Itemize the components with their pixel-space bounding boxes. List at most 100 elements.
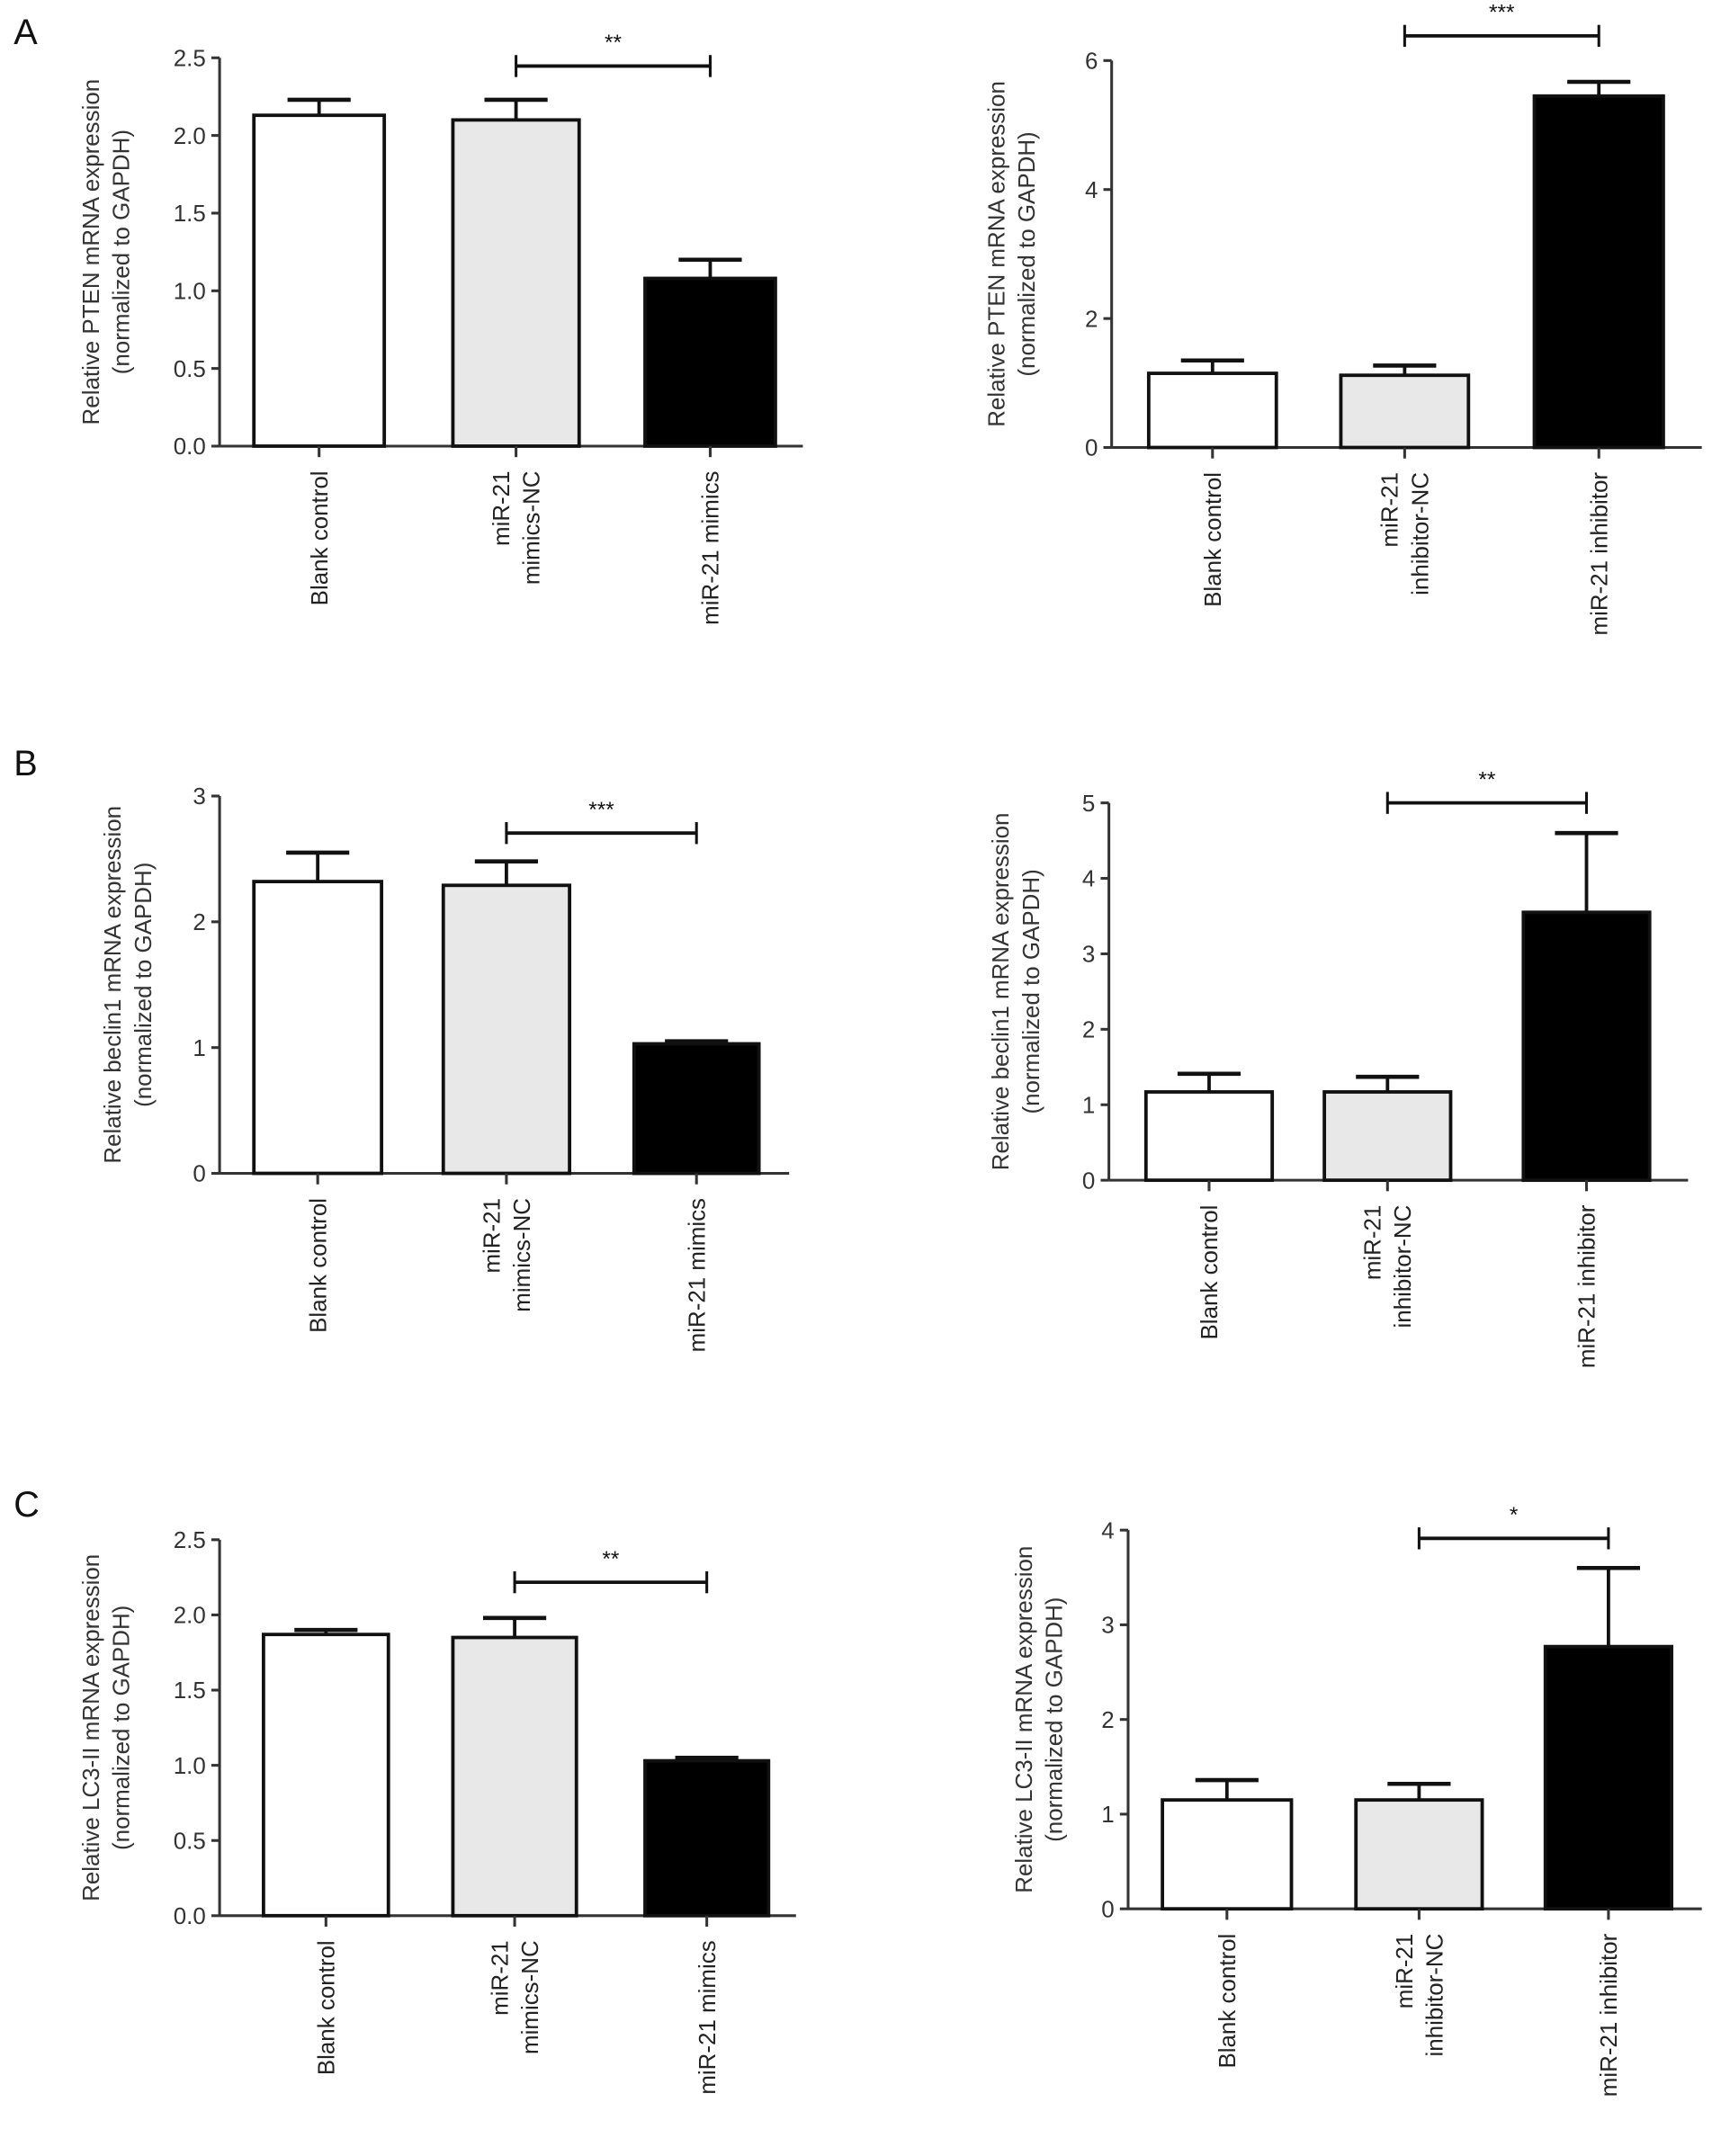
y-tick-label: 2 [193,910,205,935]
chart-panel-6: 0 1 2 3 4 Relative LC3-II mRNA expression (nor… [1012,1503,1702,2097]
category-label: mimics-NC [510,1198,535,1312]
y-axis-label: Relative PTEN mRNA expression [985,81,1010,427]
bar [1322,1090,1453,1183]
bar [1543,1644,1673,1911]
category-label: mimics-NC [520,470,545,585]
y-tick-label: 1 [1101,1803,1114,1828]
y-axis-label: Relative beclin1 mRNA expression [989,813,1014,1171]
y-tick-label: 1.0 [174,1754,206,1779]
category-label: inhibitor-NC [1422,1934,1448,2057]
y-tick-label: 2.0 [174,1604,206,1629]
y-tick-label: 4 [1101,1518,1114,1543]
y-tick-label: 3 [193,784,205,810]
chart-panel-3: B 0 1 2 3 Relative beclin1 mRNA expression (no… [13,744,790,1352]
y-axis-label: (normalized to GAPDH) [109,1606,134,1850]
category-label: miR-21 [1361,1205,1386,1281]
bar [1143,1090,1275,1183]
bar [1161,1798,1294,1911]
y-tick-label: 3 [1082,943,1095,968]
bar [451,118,581,448]
y-tick-label: 0 [193,1162,205,1187]
chart-panel-2: 0 2 4 6 Relative PTEN mRNA expression (normal… [985,1,1702,636]
y-axis-label: Relative beclin1 mRNA expression [101,806,126,1164]
y-tick-label: 2.5 [174,1528,206,1553]
bar [643,1758,771,1918]
category-label: miR-21 mimics [699,470,724,624]
category-label: Blank control [1201,472,1226,607]
significance-label: ** [605,31,622,55]
y-tick-label: 1.0 [174,279,206,304]
bar [441,883,571,1176]
bar [643,276,777,448]
significance-label: *** [1489,1,1515,25]
significance-label: *** [588,798,614,822]
y-tick-label: 0 [1082,1168,1095,1194]
bar [1354,1798,1484,1911]
category-label: miR-21 inhibitor [1597,1933,1622,2097]
bar [252,113,387,448]
y-axis-label: (normalized to GAPDH) [1015,131,1040,376]
category-label: miR-21 [489,470,515,546]
panel-letter: B [13,744,37,783]
category-label: Blank control [308,470,333,605]
bar [1146,371,1278,450]
category-label: miR-21 mimics [685,1198,710,1352]
y-tick-label: 0 [1085,436,1098,461]
y-tick-label: 2 [1101,1708,1114,1733]
y-axis-label: Relative LC3-II mRNA expression [79,1554,104,1901]
y-tick-label: 1.5 [174,201,206,227]
y-tick-label: 1 [1082,1093,1095,1118]
bar [1532,94,1665,450]
significance-label: * [1510,1503,1519,1527]
bar [632,1042,761,1176]
y-tick-label: 2.5 [174,46,206,71]
y-axis-label: (normalized to GAPDH) [1019,869,1044,1114]
chart-panel-4: 0 1 2 3 4 5 Relative beclin1 mRNA expression (n… [989,767,1689,1368]
bar [451,1635,578,1918]
y-axis-label: Relative PTEN mRNA expression [79,79,104,425]
y-tick-label: 1 [193,1036,205,1061]
bar [1521,910,1652,1183]
y-axis-label: Relative LC3-II mRNA expression [1012,1546,1037,1893]
category-label: miR-21 inhibitor [1587,472,1612,636]
bar [261,1633,390,1918]
category-label: mimics-NC [518,1940,543,2054]
y-tick-label: 0 [1101,1897,1114,1922]
y-axis-label: (normalized to GAPDH) [1043,1597,1068,1842]
category-label: Blank control [1197,1205,1223,1340]
category-label: miR-21 [1393,1934,1418,2009]
chart-panel-5: C 0.0 0.5 1.0 1.5 2.0 2.5 Relative LC3-II mRNA … [13,1485,796,2095]
significance-label: ** [602,1547,619,1571]
y-tick-label: 6 [1085,49,1098,74]
category-label: miR-21 [1378,472,1403,548]
y-axis-label: (normalized to GAPDH) [131,863,157,1107]
chart-panel-1: A 0.0 0.5 1.0 1.5 2.0 2.5 Relative PTEN mRNA ex… [13,13,803,625]
y-tick-label: 0.5 [174,1829,206,1854]
panel-letter: C [13,1485,40,1525]
y-tick-label: 2 [1085,307,1098,332]
y-tick-label: 3 [1101,1614,1114,1639]
y-tick-label: 4 [1085,178,1098,203]
y-tick-label: 0.5 [174,357,206,382]
y-tick-label: 1.5 [174,1678,206,1704]
significance-label: ** [1478,767,1495,792]
y-tick-label: 5 [1082,792,1095,817]
category-label: miR-21 mimics [695,1940,721,2094]
panel-letter: A [13,13,38,52]
bar [252,880,384,1176]
y-tick-label: 4 [1082,867,1095,892]
category-label: Blank control [306,1198,331,1333]
category-label: Blank control [314,1940,339,2075]
category-label: miR-21 [488,1940,513,2016]
y-tick-label: 0.0 [174,434,206,460]
category-label: miR-21 inhibitor [1575,1204,1600,1368]
y-tick-label: 2.0 [174,124,206,149]
y-tick-label: 0.0 [174,1904,206,1929]
category-label: Blank control [1215,1934,1241,2069]
category-label: miR-21 [480,1198,505,1274]
category-label: inhibitor-NC [1391,1205,1416,1328]
y-tick-label: 2 [1082,1017,1095,1042]
y-axis-label: (normalized to GAPDH) [109,130,134,374]
bar [1339,373,1471,450]
